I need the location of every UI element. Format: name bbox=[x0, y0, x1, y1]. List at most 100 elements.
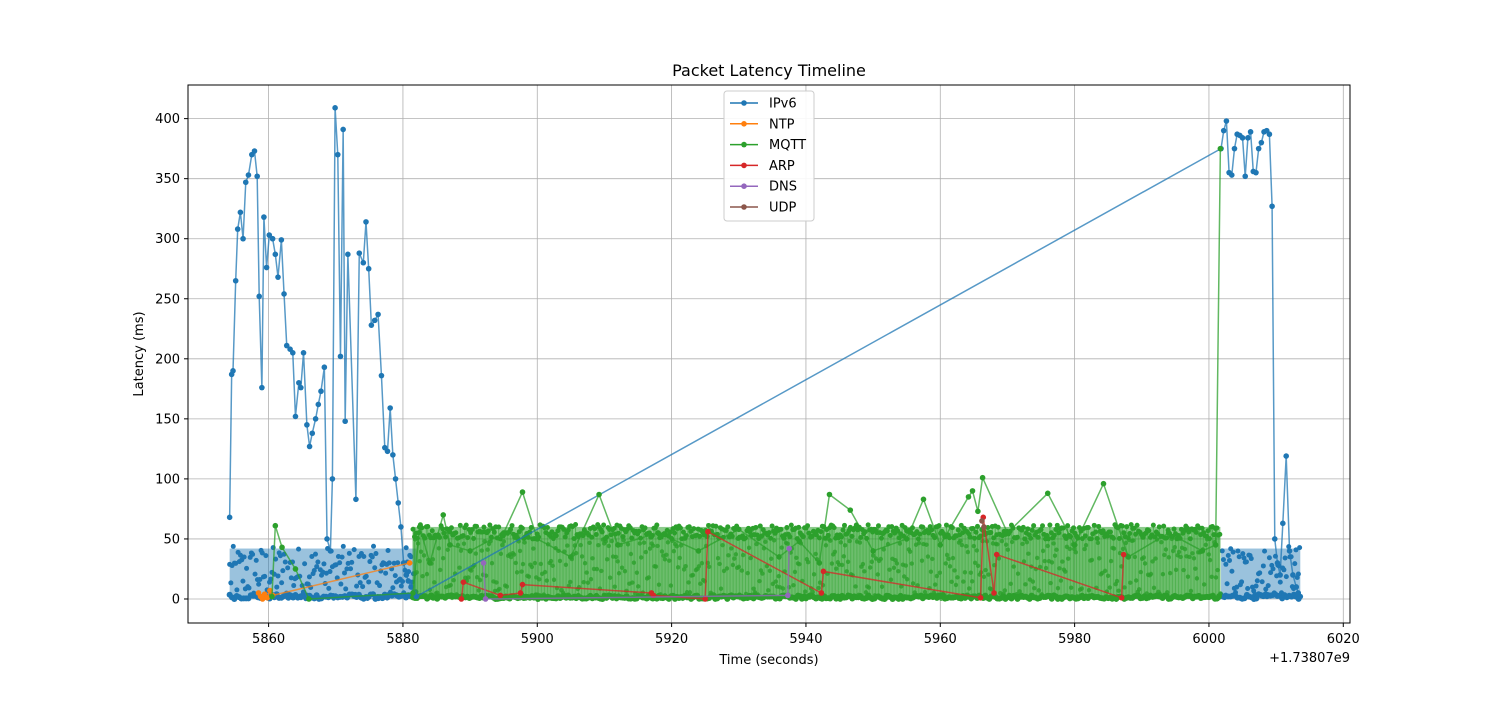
mqtt-dense-point bbox=[840, 562, 845, 568]
mqtt-dense-point bbox=[860, 561, 866, 567]
mqtt-dense-point bbox=[596, 543, 601, 548]
mqtt-dense-point bbox=[718, 586, 724, 591]
data-point-mqtt bbox=[903, 536, 910, 542]
data-point-ipv6 bbox=[272, 251, 279, 258]
data-point-ipv6 bbox=[300, 349, 307, 356]
y-tick-label: 400 bbox=[155, 112, 180, 127]
mqtt-dense-point bbox=[909, 561, 914, 566]
mqtt-dense-point bbox=[677, 555, 682, 561]
mqtt-dense-point bbox=[766, 588, 771, 593]
mqtt-dense-point bbox=[1193, 566, 1198, 571]
legend-item-mqtt: MQTT bbox=[730, 138, 806, 153]
mqtt-dense-point bbox=[1184, 525, 1190, 531]
mqtt-dense-point bbox=[769, 523, 775, 529]
mqtt-dense-point bbox=[1188, 588, 1194, 594]
ipv6-dense-point bbox=[1262, 548, 1268, 554]
mqtt-dense-point bbox=[691, 526, 697, 532]
mqtt-dense-point bbox=[1148, 571, 1154, 577]
x-tick-label: 6020 bbox=[1327, 632, 1360, 647]
mqtt-dense-point bbox=[965, 549, 971, 555]
mqtt-dense-point bbox=[479, 548, 484, 553]
data-point-ipv6 bbox=[403, 572, 410, 578]
x-tick-label: 5880 bbox=[386, 632, 419, 647]
mqtt-dense-point bbox=[528, 525, 534, 531]
mqtt-dense-point bbox=[1163, 547, 1169, 552]
data-point-ipv6 bbox=[405, 578, 412, 584]
ipv6-dense-point bbox=[369, 554, 375, 560]
mqtt-dense-point bbox=[869, 559, 874, 564]
ipv6-dense-point bbox=[1265, 583, 1271, 589]
ipv6-dense-point bbox=[392, 573, 398, 579]
legend-label: NTP bbox=[769, 117, 795, 132]
mqtt-dense-point bbox=[622, 568, 628, 574]
mqtt-dense-point bbox=[519, 569, 524, 574]
ipv6-dense-point bbox=[312, 551, 318, 557]
mqtt-dense-point bbox=[537, 577, 542, 582]
mqtt-dense-point bbox=[733, 552, 739, 557]
mqtt-dense-point bbox=[1138, 569, 1143, 575]
mqtt-dense-point bbox=[1100, 528, 1106, 534]
ipv6-dense-point bbox=[259, 550, 265, 556]
data-point-ipv6 bbox=[1283, 453, 1289, 459]
ipv6-dense-point bbox=[1254, 578, 1260, 584]
mqtt-dense-point bbox=[469, 527, 475, 533]
ipv6-dense-point bbox=[240, 578, 246, 584]
mqtt-dense-point bbox=[609, 538, 614, 544]
data-point-arp bbox=[460, 579, 467, 585]
ipv6-dense-point bbox=[1224, 581, 1230, 587]
legend-swatch-marker bbox=[741, 162, 747, 169]
mqtt-dense-point bbox=[955, 575, 960, 580]
data-point-ntp bbox=[267, 587, 273, 594]
mqtt-dense-point bbox=[707, 564, 712, 569]
mqtt-dense-point bbox=[888, 577, 894, 582]
data-point-ipv6 bbox=[315, 401, 322, 408]
mqtt-dense-point bbox=[498, 551, 504, 556]
mqtt-dense-point bbox=[924, 542, 929, 547]
mqtt-dense-point bbox=[420, 573, 425, 579]
legend-swatch-marker bbox=[741, 141, 747, 148]
ipv6-dense-point bbox=[363, 573, 369, 579]
mqtt-dense-point bbox=[1150, 522, 1156, 528]
data-point-ipv6 bbox=[408, 584, 414, 590]
mqtt-dense-point bbox=[916, 540, 922, 546]
ipv6-dense-point bbox=[1277, 579, 1283, 585]
ipv6-dense-point bbox=[398, 583, 404, 589]
data-point-mqtt bbox=[279, 544, 285, 551]
mqtt-dense-point bbox=[457, 565, 462, 570]
mqtt-dense-point bbox=[983, 567, 988, 573]
data-point-mqtt bbox=[1199, 548, 1206, 554]
mqtt-dense-point bbox=[1128, 522, 1134, 528]
mqtt-dense-point bbox=[417, 558, 422, 564]
axis-layer: 5860 5880 5900 5920 5940 5960 5980 6000 6020 0 50 1… bbox=[155, 112, 1360, 647]
mqtt-dense-point bbox=[1048, 580, 1053, 586]
mqtt-dense-point bbox=[813, 551, 818, 557]
mqtt-dense-point bbox=[730, 562, 736, 568]
data-point-ipv6 bbox=[254, 173, 260, 180]
data-point-ipv6 bbox=[312, 416, 319, 422]
data-point-ipv6 bbox=[269, 235, 276, 242]
mqtt-dense-point bbox=[920, 524, 926, 530]
mqtt-dense-point bbox=[1065, 523, 1071, 529]
ipv6-dense-point bbox=[244, 565, 250, 571]
ipv6-dense-point bbox=[344, 566, 350, 572]
x-tick-label: 5940 bbox=[789, 632, 822, 647]
data-point-ipv6 bbox=[365, 265, 372, 272]
data-point-mqtt bbox=[1125, 554, 1132, 560]
mqtt-dense-point bbox=[1002, 588, 1007, 593]
mqtt-dense-point bbox=[1131, 538, 1136, 543]
data-point-ipv6 bbox=[242, 179, 249, 186]
mqtt-dense-point bbox=[664, 552, 669, 558]
data-point-mqtt bbox=[416, 524, 423, 530]
data-point-ipv6 bbox=[245, 172, 252, 178]
data-point-mqtt bbox=[306, 596, 312, 602]
mqtt-dense-point bbox=[878, 556, 883, 562]
mqtt-dense-point bbox=[1069, 585, 1074, 590]
mqtt-dense-point bbox=[778, 526, 784, 532]
ipv6-dense-point bbox=[327, 569, 333, 575]
mqtt-dense-point bbox=[631, 560, 637, 565]
mqtt-dense-point bbox=[639, 555, 644, 560]
data-point-ipv6 bbox=[356, 250, 363, 256]
mqtt-dense-point bbox=[441, 556, 446, 561]
mqtt-dense-point bbox=[432, 580, 437, 585]
